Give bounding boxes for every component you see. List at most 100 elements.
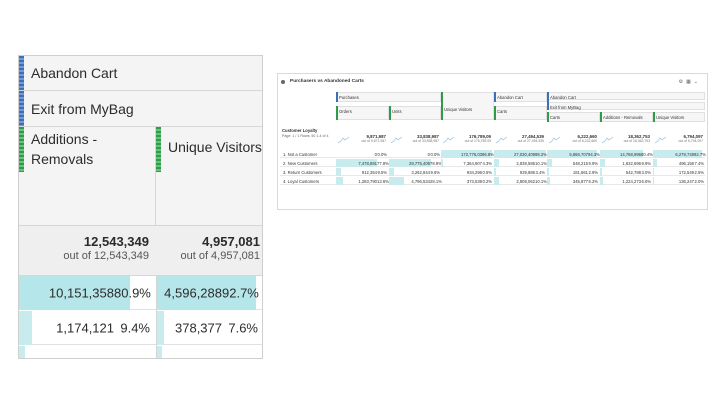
drag-handle-icon[interactable] (600, 112, 602, 122)
table-cell[interactable]: 1,632,6969.9% (600, 159, 653, 167)
total-out-of: out of 27,494,539 (517, 139, 544, 143)
table-cell[interactable]: 4,596,28892.7% (156, 276, 262, 310)
metric-percent: 9.9% (641, 161, 651, 166)
table-cell[interactable]: 4,796,53428.1% (389, 177, 442, 185)
table-row[interactable]: 391,6053.1% 118,6722.4% (19, 346, 262, 358)
table-cell[interactable]: 10,151,35880.9% (19, 276, 156, 310)
info-icon[interactable]: ⚙ (678, 79, 687, 85)
table-cell[interactable]: 00.0% (336, 150, 389, 158)
row-header-abandon-cart[interactable]: Abandon Cart (19, 56, 262, 91)
table-cell[interactable]: 378,377 7.6% (156, 311, 262, 345)
drag-handle-icon[interactable] (547, 112, 549, 122)
column-header-additions-removals[interactable]: Additions - Removals (19, 127, 156, 226)
row-label[interactable]: 4. Loyal Customers (283, 179, 320, 184)
header-abandon-cart[interactable]: Abandon Cart (494, 92, 547, 102)
table-cell[interactable]: 2,838,58510.1% (494, 159, 547, 167)
header-units[interactable]: Units (389, 106, 441, 120)
table-cell[interactable]: 373,5390.2% (441, 177, 494, 185)
table-cell[interactable]: 172,776,0396.8% (441, 150, 494, 158)
table-cell[interactable]: 14,768,99680.4% (600, 150, 653, 158)
table-row[interactable]: 2. New Customers 7,478,89177.8% 29,775,409… (280, 159, 705, 167)
drag-handle-icon[interactable] (389, 106, 391, 120)
total-out-of: out of 18,362,753 (623, 139, 650, 143)
header-abandon-cart-2[interactable]: Abandon Cart (547, 92, 705, 100)
column-header-unique-visitors[interactable]: Unique Visitors (156, 127, 262, 226)
table-cell[interactable]: 929,8863.4% (494, 168, 547, 176)
panel-title: Purchasers vs Abandoned Carts (290, 79, 364, 84)
chart-icon[interactable]: ▦ (686, 79, 694, 85)
header-carts[interactable]: Carts (494, 106, 547, 120)
drag-handle-icon[interactable] (441, 92, 443, 120)
percent-bar (653, 150, 702, 158)
drag-handle-icon[interactable] (547, 92, 549, 110)
table-cell[interactable]: 934,2960.5% (441, 168, 494, 176)
table-cell[interactable]: 29,775,40978.9% (389, 159, 442, 167)
pagination[interactable]: Page: 1 / 1 Rows: 50 1-4 of 4 (282, 134, 329, 138)
table-cell[interactable]: 1,283,79013.6% (336, 177, 389, 185)
table-row[interactable]: 1. Not a Customer 00.0% 00.0% 172,776,0396.… (280, 150, 706, 158)
table-cell[interactable]: 912,3549.5% (336, 168, 389, 176)
metric-value: 929,886 (519, 170, 535, 175)
cell-value: 181,8612.9% (573, 170, 598, 175)
drag-handle-icon[interactable] (156, 127, 161, 172)
drag-handle-icon[interactable] (19, 127, 24, 172)
row-label[interactable]: 2. New Customers (283, 161, 318, 166)
metric-value: 181,861 (572, 170, 588, 175)
header-additions-removals[interactable]: Additions - Removals (600, 112, 653, 122)
row-label[interactable]: 3. Return Customers (283, 170, 322, 175)
collapse-toggle-icon[interactable] (281, 80, 285, 84)
header-unique-visitors-2[interactable]: Unique Visitors (653, 112, 705, 122)
header-label: Additions - Removals (31, 131, 98, 167)
percent-bar (389, 177, 404, 185)
table-cell[interactable]: 345,8776.2% (547, 177, 600, 185)
percent-bar (156, 276, 256, 310)
sparkline-icon (548, 135, 561, 144)
metric-percent: 3.4% (535, 170, 545, 175)
table-cell[interactable]: 7,364,9074.3% (441, 159, 494, 167)
drag-handle-icon[interactable] (494, 92, 496, 102)
table-cell[interactable]: 00.0% (389, 150, 442, 158)
table-cell[interactable]: 5,866,70794.3% (547, 150, 600, 158)
drag-handle-icon[interactable] (336, 92, 338, 102)
table-row[interactable]: 4. Loyal Customers 1,283,79013.6% 4,796,53… (280, 177, 705, 185)
header-unique-visitors[interactable]: Unique Visitors (441, 92, 494, 120)
row-label[interactable]: 1. Not a Customer (283, 152, 317, 157)
drag-handle-icon[interactable] (653, 112, 655, 122)
table-cell[interactable]: 136,2472.0% (653, 177, 706, 185)
drag-handle-icon[interactable] (19, 91, 24, 126)
metric-value: 1,632,696 (622, 161, 641, 166)
header-label: Units (392, 109, 402, 114)
table-cell[interactable]: 172,5492.5% (653, 168, 706, 176)
table-cell[interactable]: 7,478,89177.8% (336, 159, 389, 167)
row-header-exit-from-mybag[interactable]: Exit from MyBag (19, 91, 262, 127)
table-cell[interactable]: 548,2159.9% (547, 159, 600, 167)
table-cell[interactable]: 1,174,121 9.4% (19, 311, 156, 345)
table-row[interactable]: 10,151,35880.9% 4,596,28892.7% (19, 276, 262, 310)
table-row[interactable]: 3. Return Customers 912,3549.5% 3,262,8449… (280, 168, 705, 176)
total-additions-removals: 12,543,349 out of 12,543,349 (19, 234, 149, 262)
header-purchases[interactable]: Purchases (336, 92, 441, 102)
table-row[interactable]: 1,174,121 9.4% 378,377 7.6% (19, 311, 262, 345)
percent-bar (600, 177, 603, 185)
header-orders[interactable]: Orders (336, 106, 389, 120)
collapse-icon[interactable]: ⌄ (693, 79, 701, 85)
cell-value: 136,2472.0% (679, 179, 704, 184)
table-cell[interactable]: 542,7883.0% (600, 168, 653, 176)
drag-handle-icon[interactable] (19, 56, 24, 90)
table-cell[interactable]: 496,1567.4% (653, 159, 706, 167)
header-carts-2[interactable]: Carts (547, 112, 600, 122)
metric-value: 912,354 (361, 170, 377, 175)
header-exit-from-mybag[interactable]: Exit from MyBag (547, 102, 705, 110)
table-cell[interactable]: 2,808,06210.1% (494, 177, 547, 185)
total-value: 27,494,539 (522, 134, 544, 139)
table-cell[interactable]: 181,8612.9% (547, 168, 600, 176)
table-cell[interactable]: 3,262,8449.6% (389, 168, 442, 176)
drag-handle-icon[interactable] (336, 106, 338, 120)
table-cell[interactable]: 391,6053.1% (19, 346, 156, 358)
table-cell[interactable]: 118,6722.4% (156, 346, 262, 358)
table-cell[interactable]: 27,030,40998.2% (494, 150, 547, 158)
table-cell[interactable]: 6,279,74992.7% (653, 150, 706, 158)
table-cell[interactable]: 1,224,2736.6% (600, 177, 653, 185)
header-label: Purchases (339, 95, 359, 100)
drag-handle-icon[interactable] (494, 106, 496, 120)
